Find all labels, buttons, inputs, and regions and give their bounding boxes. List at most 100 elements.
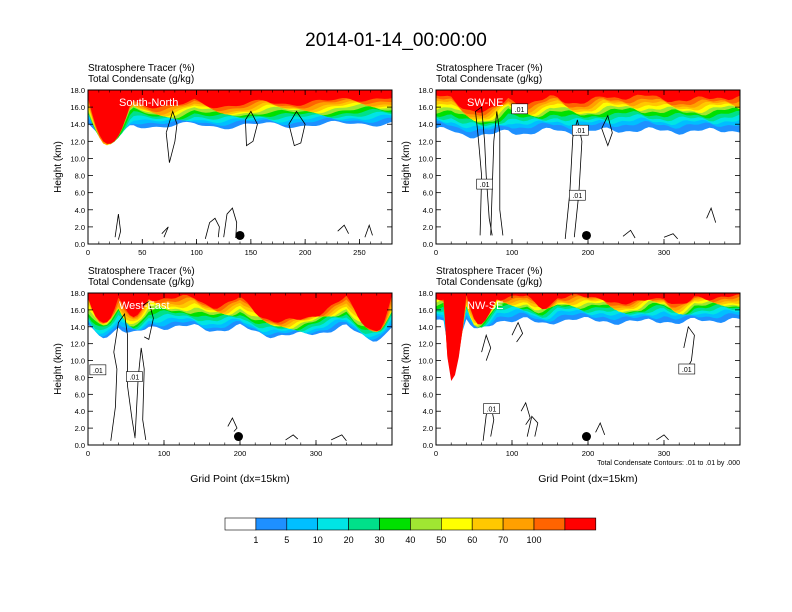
- colorbar: 1 5 10 20 30 40 50 60 70 100: [224, 517, 597, 545]
- x-tick-label: 100: [506, 449, 519, 458]
- line-contour: [663, 233, 678, 240]
- colorbar-swatch: [471, 517, 504, 531]
- line-contour: [110, 313, 136, 441]
- panel-label: NW-SE: [467, 300, 503, 312]
- contour-label-box: [572, 124, 589, 136]
- colorbar-swatch: [564, 517, 597, 531]
- x-tick-label: 0: [434, 449, 438, 458]
- line-contour: [520, 401, 531, 425]
- line-contour: [134, 347, 147, 440]
- panel-subtitle-2: Total Condensate (g/kg): [436, 74, 542, 85]
- contour-label-box: [678, 363, 696, 375]
- panel-subtitle-1: Stratosphere Tracer (%): [88, 266, 195, 277]
- x-tick-label: 150: [245, 248, 258, 257]
- y-tick-label: 14.0: [70, 323, 85, 332]
- colorbar-label: 20: [344, 535, 354, 545]
- panel-label: West-East: [119, 300, 170, 312]
- x-axis-label: Grid Point (dx=15km): [190, 473, 290, 485]
- colorbar-label: 30: [374, 535, 384, 545]
- filled-contour-level: [436, 90, 740, 113]
- colorbar-label: 40: [405, 535, 415, 545]
- y-tick-label: 0.0: [423, 441, 433, 450]
- colorbar-swatch: [348, 517, 380, 531]
- line-contour: [490, 111, 504, 236]
- y-tick-label: 12.0: [418, 137, 433, 146]
- y-axis-label: Height (km): [53, 141, 64, 193]
- chart-panel-top-right: Stratosphere Tracer (%)Total Condensate …: [401, 63, 741, 257]
- y-tick-label: 18.0: [70, 86, 85, 95]
- line-contour: [656, 434, 669, 441]
- panel-subtitle-1: Stratosphere Tracer (%): [436, 63, 543, 74]
- colorbar-swatch: [440, 517, 473, 531]
- y-tick-label: 0.0: [75, 240, 85, 249]
- x-tick-label: 100: [506, 248, 519, 257]
- x-tick-label: 250: [353, 248, 366, 257]
- contour-label: .01: [480, 182, 490, 189]
- contour-label: .01: [572, 193, 582, 200]
- filled-contour-level: [88, 293, 392, 332]
- colorbar-swatch: [224, 517, 257, 531]
- x-axis-label: Grid Point (dx=15km): [538, 473, 638, 485]
- y-axis-label: Height (km): [53, 343, 64, 395]
- y-tick-label: 14.0: [70, 120, 85, 129]
- line-contour: [114, 214, 122, 240]
- contour-label-box: [89, 364, 107, 376]
- location-marker: [581, 230, 591, 240]
- filled-contours: [88, 293, 392, 342]
- x-tick-label: 100: [190, 248, 203, 257]
- line-contours: [481, 321, 695, 441]
- line-contour: [288, 110, 306, 147]
- x-tick-label: 200: [234, 449, 247, 458]
- y-tick-label: 16.0: [418, 306, 433, 315]
- y-tick-label: 4.0: [423, 206, 433, 215]
- panel-subtitle-1: Stratosphere Tracer (%): [436, 266, 543, 277]
- line-contour: [622, 229, 636, 239]
- location-marker: [235, 230, 245, 240]
- contour-footnote: Total Condensate Contours: .01 to .01 by…: [597, 460, 740, 467]
- line-contour: [223, 207, 238, 239]
- line-contour: [337, 224, 349, 234]
- contour-label: .01: [93, 368, 103, 375]
- colorbar-swatch: [317, 517, 349, 531]
- x-tick-label: 0: [434, 248, 438, 257]
- line-contour: [165, 110, 178, 163]
- figure-title: 2014-01-14_00:00:00: [305, 30, 487, 51]
- colorbar-swatch: [286, 517, 318, 531]
- location-marker: [233, 432, 243, 442]
- line-contour: [526, 415, 539, 437]
- y-tick-label: 0.0: [75, 441, 85, 450]
- line-contour: [475, 106, 493, 236]
- y-tick-label: 6.0: [75, 189, 85, 198]
- colorbar-label: 1: [253, 535, 258, 545]
- y-tick-label: 12.0: [418, 340, 433, 349]
- y-tick-label: 10.0: [70, 357, 85, 366]
- x-tick-label: 50: [138, 248, 146, 257]
- y-tick-label: 8.0: [423, 373, 433, 382]
- colorbar-swatch: [410, 517, 442, 531]
- colorbar-label: 60: [467, 535, 477, 545]
- y-tick-label: 6.0: [423, 189, 433, 198]
- y-tick-label: 18.0: [70, 289, 85, 298]
- x-tick-label: 200: [299, 248, 312, 257]
- contour-label: .01: [487, 407, 497, 414]
- line-contour: [601, 114, 613, 147]
- panel-subtitle-2: Total Condensate (g/kg): [88, 277, 194, 288]
- line-contour: [204, 217, 220, 240]
- y-tick-label: 2.0: [423, 223, 433, 232]
- y-tick-label: 14.0: [418, 120, 433, 129]
- x-tick-label: 0: [86, 248, 90, 257]
- y-axis-label: Height (km): [401, 343, 412, 395]
- y-tick-label: 16.0: [70, 103, 85, 112]
- line-contour: [481, 333, 492, 361]
- y-tick-label: 14.0: [418, 323, 433, 332]
- y-tick-label: 8.0: [423, 172, 433, 181]
- colorbar-label: 100: [526, 535, 541, 545]
- y-tick-label: 18.0: [418, 289, 433, 298]
- contour-label: .01: [682, 367, 692, 374]
- line-contour: [683, 325, 695, 370]
- contour-label-box: [126, 371, 143, 382]
- y-tick-label: 16.0: [70, 306, 85, 315]
- line-contour: [595, 421, 606, 436]
- y-tick-label: 10.0: [70, 154, 85, 163]
